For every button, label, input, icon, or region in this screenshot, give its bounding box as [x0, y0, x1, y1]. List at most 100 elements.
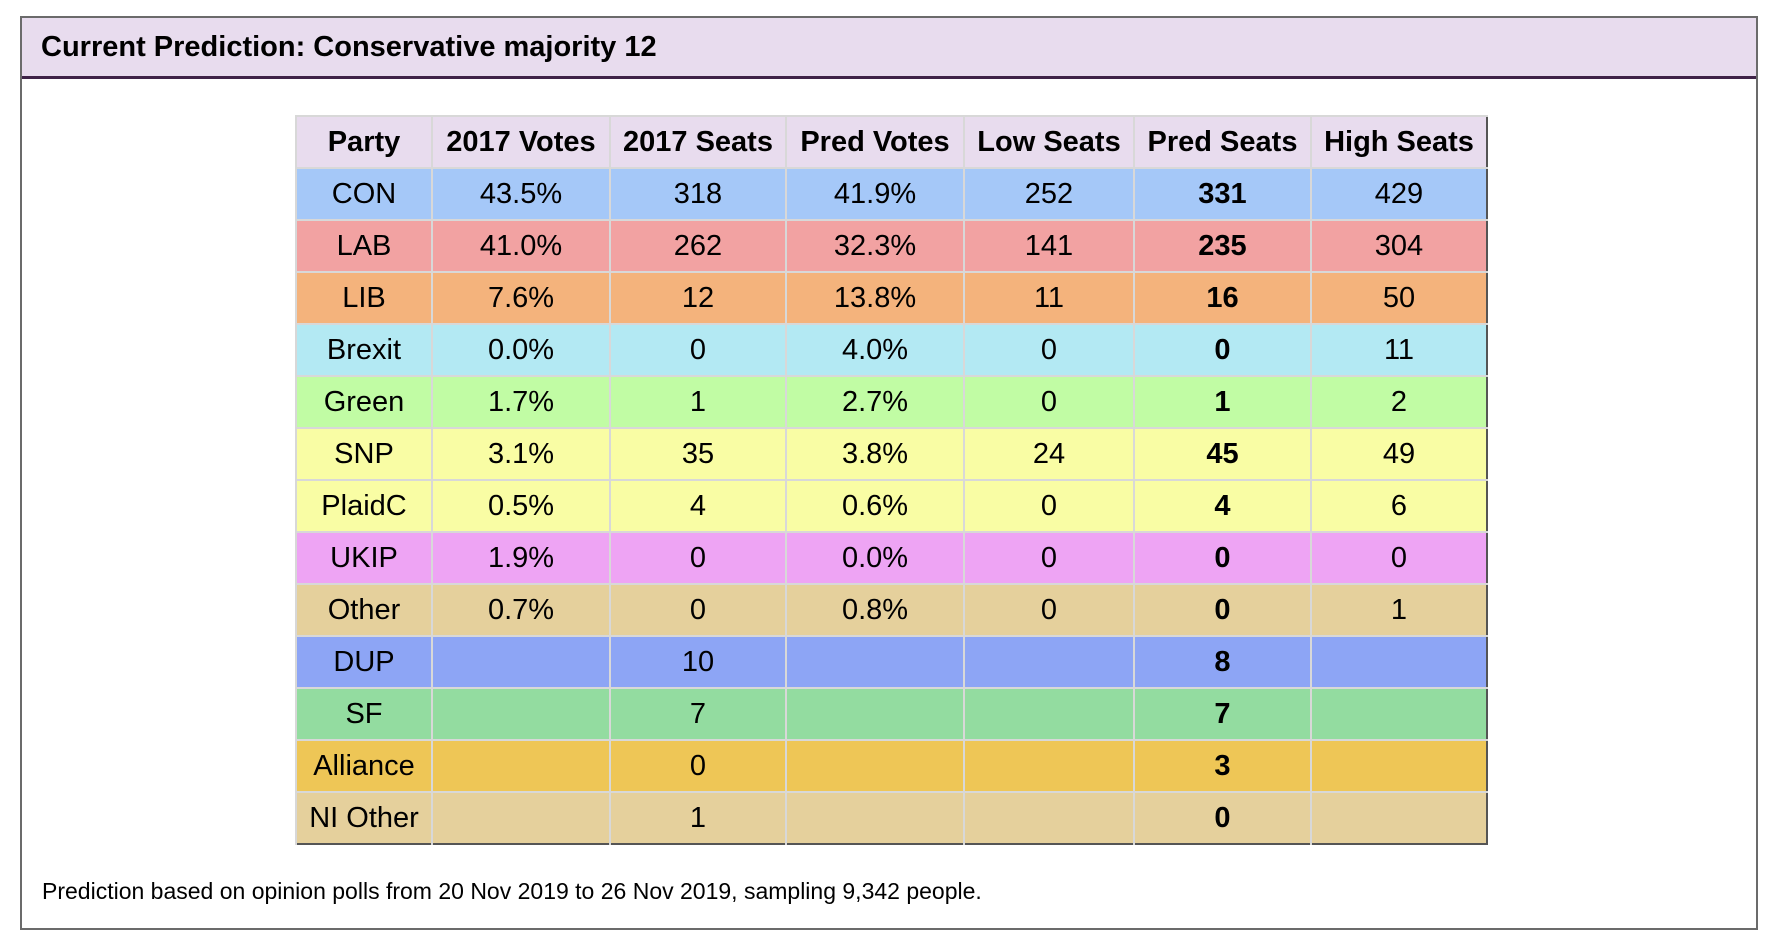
table-row: SF 7 7 — [295, 687, 1487, 740]
low-seats-cell — [963, 635, 1134, 688]
pred-seats-cell: 0 — [1133, 531, 1311, 584]
seats-2017-cell: 35 — [609, 427, 786, 480]
high-seats-cell — [1310, 791, 1487, 844]
party-cell: LAB — [295, 219, 432, 272]
pred-votes-cell — [785, 791, 964, 844]
high-seats-cell: 49 — [1310, 427, 1487, 480]
votes-2017-cell: 3.1% — [431, 427, 610, 480]
table-row: Alliance 0 3 — [295, 739, 1487, 792]
column-header-high-seats: High Seats — [1310, 115, 1487, 168]
party-cell: Green — [295, 375, 432, 428]
votes-2017-cell: 0.5% — [431, 479, 610, 532]
high-seats-cell: 304 — [1310, 219, 1487, 272]
low-seats-cell: 141 — [963, 219, 1134, 272]
low-seats-cell: 24 — [963, 427, 1134, 480]
pred-seats-cell: 45 — [1133, 427, 1311, 480]
votes-2017-cell: 41.0% — [431, 219, 610, 272]
pred-votes-cell — [785, 635, 964, 688]
table-row: PlaidC 0.5% 4 0.6% 0 4 6 — [295, 479, 1487, 532]
high-seats-cell — [1310, 739, 1487, 792]
low-seats-cell: 0 — [963, 323, 1134, 376]
low-seats-cell: 0 — [963, 479, 1134, 532]
table-header-row: Party 2017 Votes 2017 Seats Pred Votes L… — [295, 115, 1487, 168]
high-seats-cell: 0 — [1310, 531, 1487, 584]
pred-seats-cell: 8 — [1133, 635, 1311, 688]
pred-seats-cell: 331 — [1133, 167, 1311, 220]
pred-votes-cell: 32.3% — [785, 219, 964, 272]
party-cell: UKIP — [295, 531, 432, 584]
pred-votes-cell — [785, 687, 964, 740]
party-cell: Brexit — [295, 323, 432, 376]
party-cell: DUP — [295, 635, 432, 688]
low-seats-cell: 252 — [963, 167, 1134, 220]
pred-seats-cell: 7 — [1133, 687, 1311, 740]
seats-2017-cell: 4 — [609, 479, 786, 532]
low-seats-cell: 0 — [963, 583, 1134, 636]
footnote: Prediction based on opinion polls from 2… — [42, 878, 982, 904]
votes-2017-cell: 7.6% — [431, 271, 610, 324]
pred-seats-cell: 4 — [1133, 479, 1311, 532]
party-cell: PlaidC — [295, 479, 432, 532]
table-row: Other 0.7% 0 0.8% 0 0 1 — [295, 583, 1487, 636]
pred-seats-cell: 3 — [1133, 739, 1311, 792]
pred-votes-cell: 41.9% — [785, 167, 964, 220]
party-cell: NI Other — [295, 791, 432, 844]
prediction-panel: Current Prediction: Conservative majorit… — [20, 16, 1758, 930]
votes-2017-cell — [431, 635, 610, 688]
low-seats-cell — [963, 687, 1134, 740]
pred-votes-cell: 4.0% — [785, 323, 964, 376]
seats-2017-cell: 318 — [609, 167, 786, 220]
table-row: DUP 10 8 — [295, 635, 1487, 688]
pred-seats-cell: 1 — [1133, 375, 1311, 428]
seats-2017-cell: 1 — [609, 791, 786, 844]
votes-2017-cell: 1.7% — [431, 375, 610, 428]
seats-2017-cell: 0 — [609, 531, 786, 584]
pred-votes-cell: 0.6% — [785, 479, 964, 532]
pred-votes-cell: 3.8% — [785, 427, 964, 480]
table-row: NI Other 1 0 — [295, 791, 1487, 844]
prediction-table: Party 2017 Votes 2017 Seats Pred Votes L… — [295, 115, 1488, 845]
votes-2017-cell: 43.5% — [431, 167, 610, 220]
table-row: UKIP 1.9% 0 0.0% 0 0 0 — [295, 531, 1487, 584]
pred-seats-cell: 0 — [1133, 323, 1311, 376]
high-seats-cell: 6 — [1310, 479, 1487, 532]
party-cell: Alliance — [295, 739, 432, 792]
pred-votes-cell: 0.8% — [785, 583, 964, 636]
high-seats-cell — [1310, 687, 1487, 740]
table-row: Brexit 0.0% 0 4.0% 0 0 11 — [295, 323, 1487, 376]
votes-2017-cell — [431, 791, 610, 844]
pred-votes-cell: 0.0% — [785, 531, 964, 584]
votes-2017-cell — [431, 739, 610, 792]
column-header-pred-votes: Pred Votes — [785, 115, 964, 168]
party-cell: LIB — [295, 271, 432, 324]
seats-2017-cell: 0 — [609, 323, 786, 376]
high-seats-cell — [1310, 635, 1487, 688]
column-header-low-seats: Low Seats — [963, 115, 1134, 168]
high-seats-cell: 2 — [1310, 375, 1487, 428]
low-seats-cell — [963, 791, 1134, 844]
high-seats-cell: 11 — [1310, 323, 1487, 376]
votes-2017-cell: 1.9% — [431, 531, 610, 584]
column-header-2017-seats: 2017 Seats — [609, 115, 786, 168]
pred-seats-cell: 0 — [1133, 583, 1311, 636]
votes-2017-cell: 0.7% — [431, 583, 610, 636]
seats-2017-cell: 10 — [609, 635, 786, 688]
seats-2017-cell: 1 — [609, 375, 786, 428]
table-row: LIB 7.6% 12 13.8% 11 16 50 — [295, 271, 1487, 324]
party-cell: SF — [295, 687, 432, 740]
column-header-2017-votes: 2017 Votes — [431, 115, 610, 168]
votes-2017-cell — [431, 687, 610, 740]
seats-2017-cell: 12 — [609, 271, 786, 324]
party-cell: Other — [295, 583, 432, 636]
high-seats-cell: 50 — [1310, 271, 1487, 324]
table-row: Green 1.7% 1 2.7% 0 1 2 — [295, 375, 1487, 428]
pred-seats-cell: 235 — [1133, 219, 1311, 272]
low-seats-cell: 0 — [963, 531, 1134, 584]
seats-2017-cell: 7 — [609, 687, 786, 740]
page-title: Current Prediction: Conservative majorit… — [41, 30, 657, 63]
votes-2017-cell: 0.0% — [431, 323, 610, 376]
low-seats-cell: 11 — [963, 271, 1134, 324]
seats-2017-cell: 262 — [609, 219, 786, 272]
table-row: CON 43.5% 318 41.9% 252 331 429 — [295, 167, 1487, 220]
table-row: SNP 3.1% 35 3.8% 24 45 49 — [295, 427, 1487, 480]
